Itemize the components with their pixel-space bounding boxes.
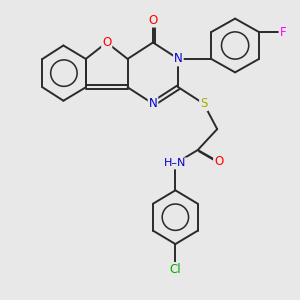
- Text: O: O: [214, 155, 223, 168]
- Text: H–N: H–N: [164, 158, 187, 168]
- Text: O: O: [148, 14, 158, 27]
- Text: O: O: [102, 36, 111, 49]
- Text: N: N: [174, 52, 183, 65]
- Text: F: F: [280, 26, 286, 38]
- Text: Cl: Cl: [169, 263, 181, 276]
- Text: N: N: [148, 97, 158, 110]
- Text: S: S: [200, 97, 207, 110]
